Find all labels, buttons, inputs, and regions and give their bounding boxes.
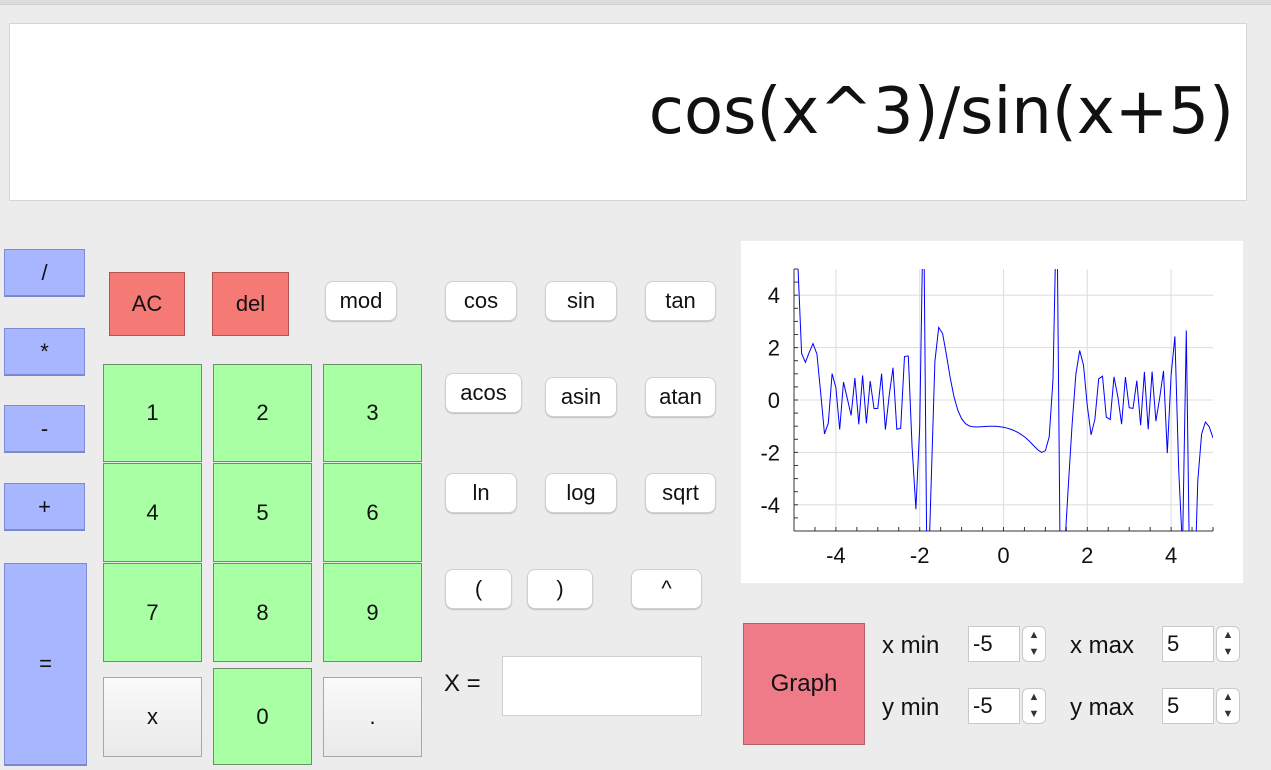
y-tick-label: 4 bbox=[768, 283, 780, 308]
digit-5-button[interactable]: 5 bbox=[213, 463, 312, 562]
expression-display: cos(x^3)/sin(x+5) bbox=[9, 23, 1247, 201]
divide-button[interactable]: / bbox=[4, 249, 85, 296]
chevron-down-icon[interactable]: ▼ bbox=[1028, 708, 1040, 720]
y-tick-label: -4 bbox=[760, 493, 780, 518]
digit-6-button[interactable]: 6 bbox=[323, 463, 422, 562]
delete-button[interactable]: del bbox=[212, 272, 289, 336]
tan-button[interactable]: tan bbox=[645, 281, 716, 321]
clear-button[interactable]: AC bbox=[109, 272, 185, 336]
ymin-spinbox[interactable]: -5 ▲ ▼ bbox=[968, 688, 1058, 724]
ymax-stepper[interactable]: ▲ ▼ bbox=[1216, 688, 1240, 724]
ln-button[interactable]: ln bbox=[445, 473, 517, 513]
asin-button[interactable]: asin bbox=[545, 377, 617, 417]
digit-9-button[interactable]: 9 bbox=[323, 563, 422, 662]
decimal-point-button[interactable]: . bbox=[323, 677, 422, 757]
expression-text: cos(x^3)/sin(x+5) bbox=[648, 75, 1234, 149]
xmax-label: x max bbox=[1070, 632, 1135, 659]
multiply-button[interactable]: * bbox=[4, 328, 85, 375]
ymax-field[interactable]: 5 bbox=[1162, 688, 1214, 724]
xmin-field[interactable]: -5 bbox=[968, 626, 1020, 662]
x-value-input[interactable] bbox=[502, 656, 702, 716]
open-paren-button[interactable]: ( bbox=[445, 569, 512, 609]
x-tick-label: -4 bbox=[826, 543, 846, 568]
digit-2-button[interactable]: 2 bbox=[213, 364, 312, 462]
ymin-stepper[interactable]: ▲ ▼ bbox=[1022, 688, 1046, 724]
xmax-field[interactable]: 5 bbox=[1162, 626, 1214, 662]
x-tick-label: 0 bbox=[997, 543, 1009, 568]
x-variable-button[interactable]: x bbox=[103, 677, 202, 757]
xmin-spinbox[interactable]: -5 ▲ ▼ bbox=[968, 626, 1058, 662]
y-tick-label: -2 bbox=[760, 440, 780, 465]
x-tick-label: 2 bbox=[1081, 543, 1093, 568]
chevron-down-icon[interactable]: ▼ bbox=[1222, 708, 1234, 720]
digit-1-button[interactable]: 1 bbox=[103, 364, 202, 462]
y-tick-label: 2 bbox=[768, 336, 780, 361]
xmax-stepper[interactable]: ▲ ▼ bbox=[1216, 626, 1240, 662]
close-paren-button[interactable]: ) bbox=[527, 569, 593, 609]
log-button[interactable]: log bbox=[545, 473, 617, 513]
window-top-edge bbox=[0, 0, 1271, 5]
cos-button[interactable]: cos bbox=[445, 281, 517, 321]
chevron-down-icon[interactable]: ▼ bbox=[1222, 646, 1234, 658]
x-tick-label: 4 bbox=[1165, 543, 1177, 568]
chevron-up-icon[interactable]: ▲ bbox=[1028, 629, 1040, 641]
plus-button[interactable]: + bbox=[4, 483, 85, 530]
digit-4-button[interactable]: 4 bbox=[103, 463, 202, 562]
xmin-label: x min bbox=[882, 632, 940, 659]
power-button[interactable]: ^ bbox=[631, 569, 702, 609]
graph-button[interactable]: Graph bbox=[743, 623, 865, 745]
sqrt-button[interactable]: sqrt bbox=[645, 473, 716, 513]
digit-7-button[interactable]: 7 bbox=[103, 563, 202, 662]
acos-button[interactable]: acos bbox=[445, 373, 522, 413]
chevron-up-icon[interactable]: ▲ bbox=[1028, 691, 1040, 703]
xmin-stepper[interactable]: ▲ ▼ bbox=[1022, 626, 1046, 662]
xmax-spinbox[interactable]: 5 ▲ ▼ bbox=[1162, 626, 1252, 662]
ymin-label: y min bbox=[882, 694, 940, 721]
ymin-field[interactable]: -5 bbox=[968, 688, 1020, 724]
chevron-up-icon[interactable]: ▲ bbox=[1222, 691, 1234, 703]
ymax-label: y max bbox=[1070, 694, 1135, 721]
sin-button[interactable]: sin bbox=[545, 281, 617, 321]
graph-panel: -4 -2 0 2 4 4 2 0 -2 -4 bbox=[741, 241, 1243, 583]
mod-button[interactable]: mod bbox=[325, 281, 397, 321]
y-tick-label: 0 bbox=[768, 388, 780, 413]
function-plot: -4 -2 0 2 4 4 2 0 -2 -4 bbox=[760, 268, 1214, 568]
ymax-spinbox[interactable]: 5 ▲ ▼ bbox=[1162, 688, 1252, 724]
equals-button[interactable]: = bbox=[4, 563, 87, 765]
x-value-label: X = bbox=[444, 670, 481, 697]
function-curve bbox=[797, 269, 1213, 531]
digit-0-button[interactable]: 0 bbox=[213, 668, 312, 765]
atan-button[interactable]: atan bbox=[645, 377, 716, 417]
digit-3-button[interactable]: 3 bbox=[323, 364, 422, 462]
digit-8-button[interactable]: 8 bbox=[213, 563, 312, 662]
minus-button[interactable]: - bbox=[4, 405, 85, 452]
x-tick-label: -2 bbox=[910, 543, 930, 568]
chevron-up-icon[interactable]: ▲ bbox=[1222, 629, 1234, 641]
chevron-down-icon[interactable]: ▼ bbox=[1028, 646, 1040, 658]
